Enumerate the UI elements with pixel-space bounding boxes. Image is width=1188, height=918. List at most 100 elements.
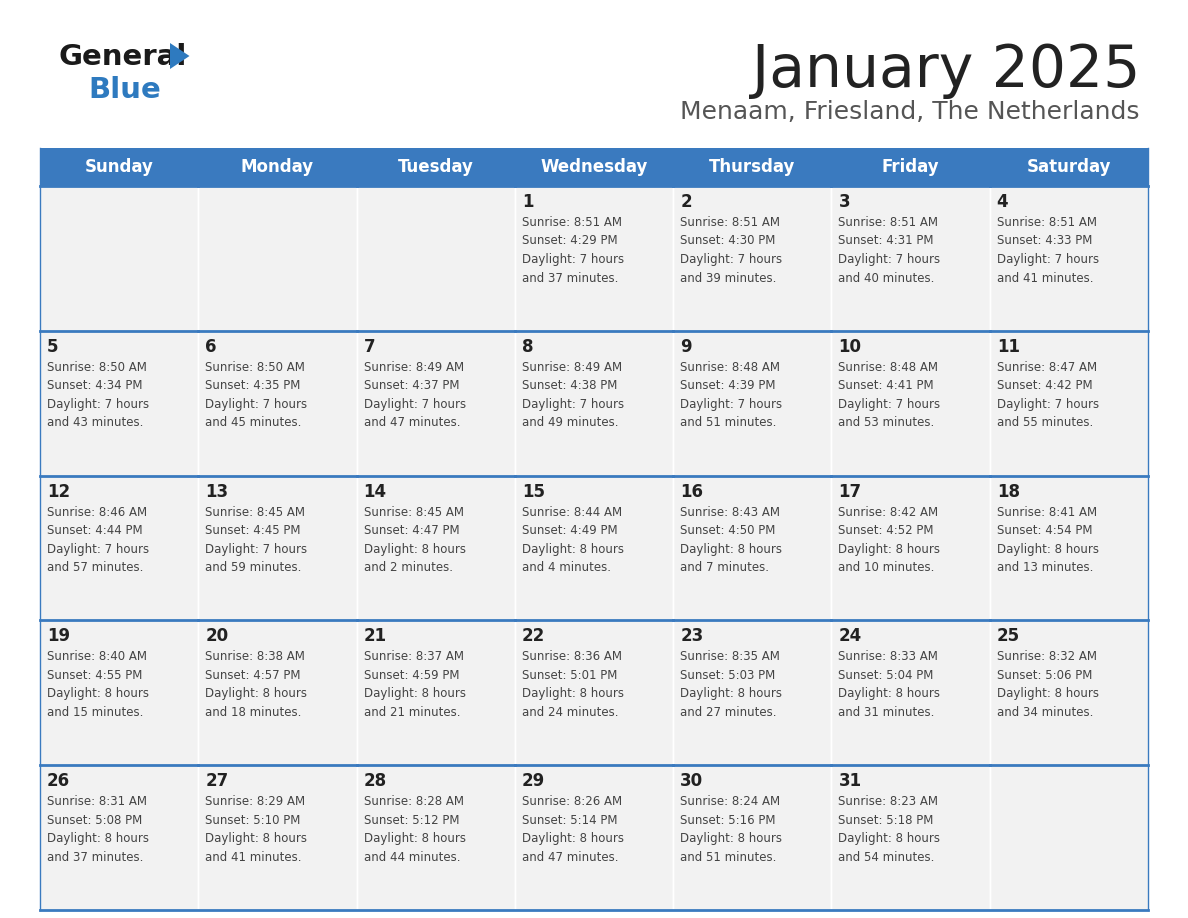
Text: Sunday: Sunday bbox=[84, 158, 153, 176]
Text: Sunrise: 8:36 AM
Sunset: 5:01 PM
Daylight: 8 hours
and 24 minutes.: Sunrise: 8:36 AM Sunset: 5:01 PM Dayligh… bbox=[522, 650, 624, 719]
Text: Sunrise: 8:49 AM
Sunset: 4:37 PM
Daylight: 7 hours
and 47 minutes.: Sunrise: 8:49 AM Sunset: 4:37 PM Dayligh… bbox=[364, 361, 466, 430]
Bar bbox=[832, 330, 990, 476]
Bar bbox=[356, 621, 514, 766]
Text: Sunrise: 8:51 AM
Sunset: 4:31 PM
Daylight: 7 hours
and 40 minutes.: Sunrise: 8:51 AM Sunset: 4:31 PM Dayligh… bbox=[839, 216, 941, 285]
Bar bbox=[356, 476, 514, 621]
Text: Menaam, Friesland, The Netherlands: Menaam, Friesland, The Netherlands bbox=[681, 100, 1140, 124]
Text: Sunrise: 8:38 AM
Sunset: 4:57 PM
Daylight: 8 hours
and 18 minutes.: Sunrise: 8:38 AM Sunset: 4:57 PM Dayligh… bbox=[206, 650, 308, 719]
Bar bbox=[198, 148, 356, 186]
Text: Sunrise: 8:29 AM
Sunset: 5:10 PM
Daylight: 8 hours
and 41 minutes.: Sunrise: 8:29 AM Sunset: 5:10 PM Dayligh… bbox=[206, 795, 308, 864]
Text: January 2025: January 2025 bbox=[752, 42, 1140, 99]
Text: Sunrise: 8:28 AM
Sunset: 5:12 PM
Daylight: 8 hours
and 44 minutes.: Sunrise: 8:28 AM Sunset: 5:12 PM Dayligh… bbox=[364, 795, 466, 864]
Text: Sunrise: 8:51 AM
Sunset: 4:30 PM
Daylight: 7 hours
and 39 minutes.: Sunrise: 8:51 AM Sunset: 4:30 PM Dayligh… bbox=[681, 216, 782, 285]
Bar bbox=[514, 621, 674, 766]
Text: Sunrise: 8:37 AM
Sunset: 4:59 PM
Daylight: 8 hours
and 21 minutes.: Sunrise: 8:37 AM Sunset: 4:59 PM Dayligh… bbox=[364, 650, 466, 719]
Bar bbox=[356, 330, 514, 476]
Text: 18: 18 bbox=[997, 483, 1019, 500]
Bar bbox=[674, 621, 832, 766]
Text: Saturday: Saturday bbox=[1026, 158, 1111, 176]
Text: Sunrise: 8:48 AM
Sunset: 4:41 PM
Daylight: 7 hours
and 53 minutes.: Sunrise: 8:48 AM Sunset: 4:41 PM Dayligh… bbox=[839, 361, 941, 430]
Text: 19: 19 bbox=[48, 627, 70, 645]
Text: Sunrise: 8:43 AM
Sunset: 4:50 PM
Daylight: 8 hours
and 7 minutes.: Sunrise: 8:43 AM Sunset: 4:50 PM Dayligh… bbox=[681, 506, 782, 574]
Bar bbox=[832, 621, 990, 766]
Text: 25: 25 bbox=[997, 627, 1019, 645]
Text: Sunrise: 8:32 AM
Sunset: 5:06 PM
Daylight: 8 hours
and 34 minutes.: Sunrise: 8:32 AM Sunset: 5:06 PM Dayligh… bbox=[997, 650, 1099, 719]
Bar bbox=[990, 766, 1148, 910]
Text: 31: 31 bbox=[839, 772, 861, 790]
Text: Tuesday: Tuesday bbox=[398, 158, 474, 176]
Bar bbox=[198, 766, 356, 910]
Text: Sunrise: 8:23 AM
Sunset: 5:18 PM
Daylight: 8 hours
and 54 minutes.: Sunrise: 8:23 AM Sunset: 5:18 PM Dayligh… bbox=[839, 795, 941, 864]
Bar bbox=[514, 186, 674, 330]
Polygon shape bbox=[170, 43, 190, 69]
Bar bbox=[198, 621, 356, 766]
Text: 20: 20 bbox=[206, 627, 228, 645]
Text: Sunrise: 8:24 AM
Sunset: 5:16 PM
Daylight: 8 hours
and 51 minutes.: Sunrise: 8:24 AM Sunset: 5:16 PM Dayligh… bbox=[681, 795, 782, 864]
Text: 5: 5 bbox=[48, 338, 58, 356]
Text: Sunrise: 8:45 AM
Sunset: 4:45 PM
Daylight: 7 hours
and 59 minutes.: Sunrise: 8:45 AM Sunset: 4:45 PM Dayligh… bbox=[206, 506, 308, 574]
Text: Sunrise: 8:49 AM
Sunset: 4:38 PM
Daylight: 7 hours
and 49 minutes.: Sunrise: 8:49 AM Sunset: 4:38 PM Dayligh… bbox=[522, 361, 624, 430]
Text: 27: 27 bbox=[206, 772, 228, 790]
Text: 16: 16 bbox=[681, 483, 703, 500]
Text: 15: 15 bbox=[522, 483, 545, 500]
Text: 14: 14 bbox=[364, 483, 387, 500]
Bar bbox=[990, 476, 1148, 621]
Text: 1: 1 bbox=[522, 193, 533, 211]
Text: 13: 13 bbox=[206, 483, 228, 500]
Text: Sunrise: 8:51 AM
Sunset: 4:29 PM
Daylight: 7 hours
and 37 minutes.: Sunrise: 8:51 AM Sunset: 4:29 PM Dayligh… bbox=[522, 216, 624, 285]
Bar bbox=[832, 186, 990, 330]
Text: Sunrise: 8:45 AM
Sunset: 4:47 PM
Daylight: 8 hours
and 2 minutes.: Sunrise: 8:45 AM Sunset: 4:47 PM Dayligh… bbox=[364, 506, 466, 574]
Bar bbox=[40, 148, 198, 186]
Text: 23: 23 bbox=[681, 627, 703, 645]
Bar bbox=[674, 148, 832, 186]
Text: 8: 8 bbox=[522, 338, 533, 356]
Bar bbox=[674, 766, 832, 910]
Text: Monday: Monday bbox=[241, 158, 314, 176]
Bar bbox=[198, 186, 356, 330]
Text: Blue: Blue bbox=[88, 76, 160, 104]
Text: 7: 7 bbox=[364, 338, 375, 356]
Bar bbox=[514, 476, 674, 621]
Text: Sunrise: 8:51 AM
Sunset: 4:33 PM
Daylight: 7 hours
and 41 minutes.: Sunrise: 8:51 AM Sunset: 4:33 PM Dayligh… bbox=[997, 216, 1099, 285]
Text: 24: 24 bbox=[839, 627, 861, 645]
Text: Sunrise: 8:46 AM
Sunset: 4:44 PM
Daylight: 7 hours
and 57 minutes.: Sunrise: 8:46 AM Sunset: 4:44 PM Dayligh… bbox=[48, 506, 150, 574]
Bar bbox=[356, 186, 514, 330]
Text: Sunrise: 8:42 AM
Sunset: 4:52 PM
Daylight: 8 hours
and 10 minutes.: Sunrise: 8:42 AM Sunset: 4:52 PM Dayligh… bbox=[839, 506, 941, 574]
Text: Thursday: Thursday bbox=[709, 158, 796, 176]
Text: Sunrise: 8:50 AM
Sunset: 4:35 PM
Daylight: 7 hours
and 45 minutes.: Sunrise: 8:50 AM Sunset: 4:35 PM Dayligh… bbox=[206, 361, 308, 430]
Text: 21: 21 bbox=[364, 627, 387, 645]
Text: 28: 28 bbox=[364, 772, 387, 790]
Bar bbox=[674, 186, 832, 330]
Bar bbox=[990, 621, 1148, 766]
Bar bbox=[356, 766, 514, 910]
Bar bbox=[198, 476, 356, 621]
Bar bbox=[514, 766, 674, 910]
Bar bbox=[198, 330, 356, 476]
Text: Sunrise: 8:40 AM
Sunset: 4:55 PM
Daylight: 8 hours
and 15 minutes.: Sunrise: 8:40 AM Sunset: 4:55 PM Dayligh… bbox=[48, 650, 148, 719]
Bar bbox=[832, 148, 990, 186]
Bar bbox=[356, 148, 514, 186]
Text: General: General bbox=[58, 43, 187, 71]
Text: 4: 4 bbox=[997, 193, 1009, 211]
Text: 10: 10 bbox=[839, 338, 861, 356]
Text: Sunrise: 8:26 AM
Sunset: 5:14 PM
Daylight: 8 hours
and 47 minutes.: Sunrise: 8:26 AM Sunset: 5:14 PM Dayligh… bbox=[522, 795, 624, 864]
Bar bbox=[674, 330, 832, 476]
Bar bbox=[990, 186, 1148, 330]
Bar bbox=[832, 766, 990, 910]
Text: Sunrise: 8:44 AM
Sunset: 4:49 PM
Daylight: 8 hours
and 4 minutes.: Sunrise: 8:44 AM Sunset: 4:49 PM Dayligh… bbox=[522, 506, 624, 574]
Bar bbox=[40, 476, 198, 621]
Text: 26: 26 bbox=[48, 772, 70, 790]
Text: Sunrise: 8:31 AM
Sunset: 5:08 PM
Daylight: 8 hours
and 37 minutes.: Sunrise: 8:31 AM Sunset: 5:08 PM Dayligh… bbox=[48, 795, 148, 864]
Text: Sunrise: 8:48 AM
Sunset: 4:39 PM
Daylight: 7 hours
and 51 minutes.: Sunrise: 8:48 AM Sunset: 4:39 PM Dayligh… bbox=[681, 361, 782, 430]
Text: 17: 17 bbox=[839, 483, 861, 500]
Text: Sunrise: 8:47 AM
Sunset: 4:42 PM
Daylight: 7 hours
and 55 minutes.: Sunrise: 8:47 AM Sunset: 4:42 PM Dayligh… bbox=[997, 361, 1099, 430]
Text: Sunrise: 8:33 AM
Sunset: 5:04 PM
Daylight: 8 hours
and 31 minutes.: Sunrise: 8:33 AM Sunset: 5:04 PM Dayligh… bbox=[839, 650, 941, 719]
Bar bbox=[990, 330, 1148, 476]
Bar bbox=[40, 330, 198, 476]
Bar bbox=[514, 330, 674, 476]
Bar bbox=[832, 476, 990, 621]
Bar bbox=[990, 148, 1148, 186]
Text: Friday: Friday bbox=[881, 158, 940, 176]
Text: Wednesday: Wednesday bbox=[541, 158, 647, 176]
Text: Sunrise: 8:41 AM
Sunset: 4:54 PM
Daylight: 8 hours
and 13 minutes.: Sunrise: 8:41 AM Sunset: 4:54 PM Dayligh… bbox=[997, 506, 1099, 574]
